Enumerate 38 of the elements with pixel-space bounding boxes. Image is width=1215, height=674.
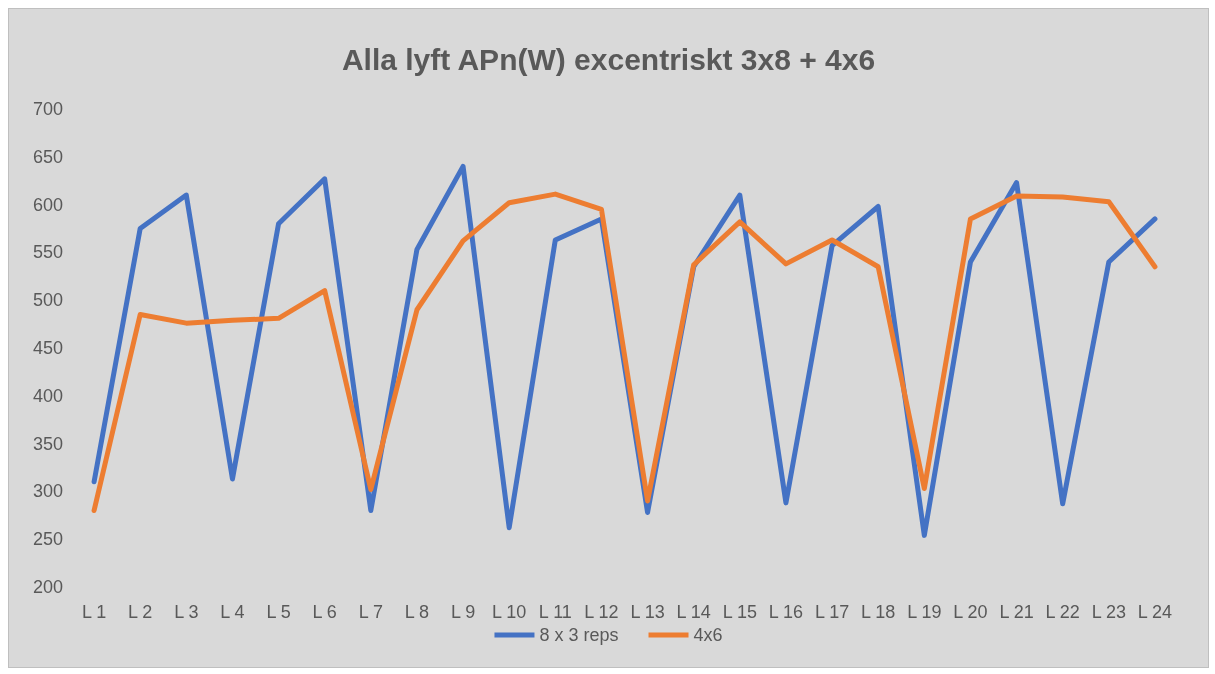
- x-tick-label: L 6: [312, 602, 337, 622]
- x-tick-label: L 12: [584, 602, 619, 622]
- x-tick-label: L 17: [814, 602, 850, 622]
- y-tick-label: 300: [32, 481, 63, 502]
- x-tick-label: L 11: [538, 602, 572, 622]
- x-tick-label: L 19: [907, 602, 942, 622]
- x-tick-label: L 22: [1045, 602, 1080, 622]
- y-tick-label: 400: [32, 385, 63, 406]
- x-tick-label: L 16: [768, 602, 804, 622]
- chart-title: Alla lyft APn(W) excentriskt 3x8 + 4x6: [341, 42, 876, 76]
- y-tick-label: 700: [32, 99, 63, 119]
- x-tick-label: L 5: [266, 602, 291, 622]
- x-tick-label: L 23: [1091, 602, 1126, 622]
- y-tick-label: 250: [32, 529, 63, 550]
- x-tick-label: L 9: [450, 602, 476, 622]
- x-tick-label: L 10: [492, 602, 527, 622]
- x-tick-label: L 18: [861, 602, 896, 622]
- x-tick-label: L 7: [358, 602, 383, 622]
- x-tick-label: L 3: [174, 602, 199, 622]
- y-tick-label: 350: [32, 433, 63, 454]
- y-tick-label: 500: [32, 290, 63, 311]
- y-tick-label: 600: [32, 194, 63, 215]
- x-tick-label: L 14: [676, 602, 711, 622]
- x-tick-label: L 4: [220, 602, 245, 622]
- y-tick-label: 550: [32, 242, 63, 263]
- y-tick-label: 450: [32, 338, 63, 358]
- legend-label: 8 x 3 reps: [539, 625, 619, 645]
- x-tick-label: L 1: [81, 602, 107, 622]
- y-tick-label: 200: [32, 577, 63, 597]
- x-tick-label: L 24: [1137, 602, 1173, 622]
- x-tick-label: L 8: [404, 602, 430, 622]
- x-tick-label: L 21: [999, 602, 1034, 622]
- legend-label: 4x6: [693, 625, 723, 645]
- x-tick-label: L 2: [128, 602, 153, 622]
- y-tick-label: 650: [32, 146, 63, 167]
- x-tick-label: L 13: [630, 602, 665, 622]
- x-tick-label: L 15: [722, 602, 757, 622]
- x-tick-label: L 20: [953, 602, 988, 622]
